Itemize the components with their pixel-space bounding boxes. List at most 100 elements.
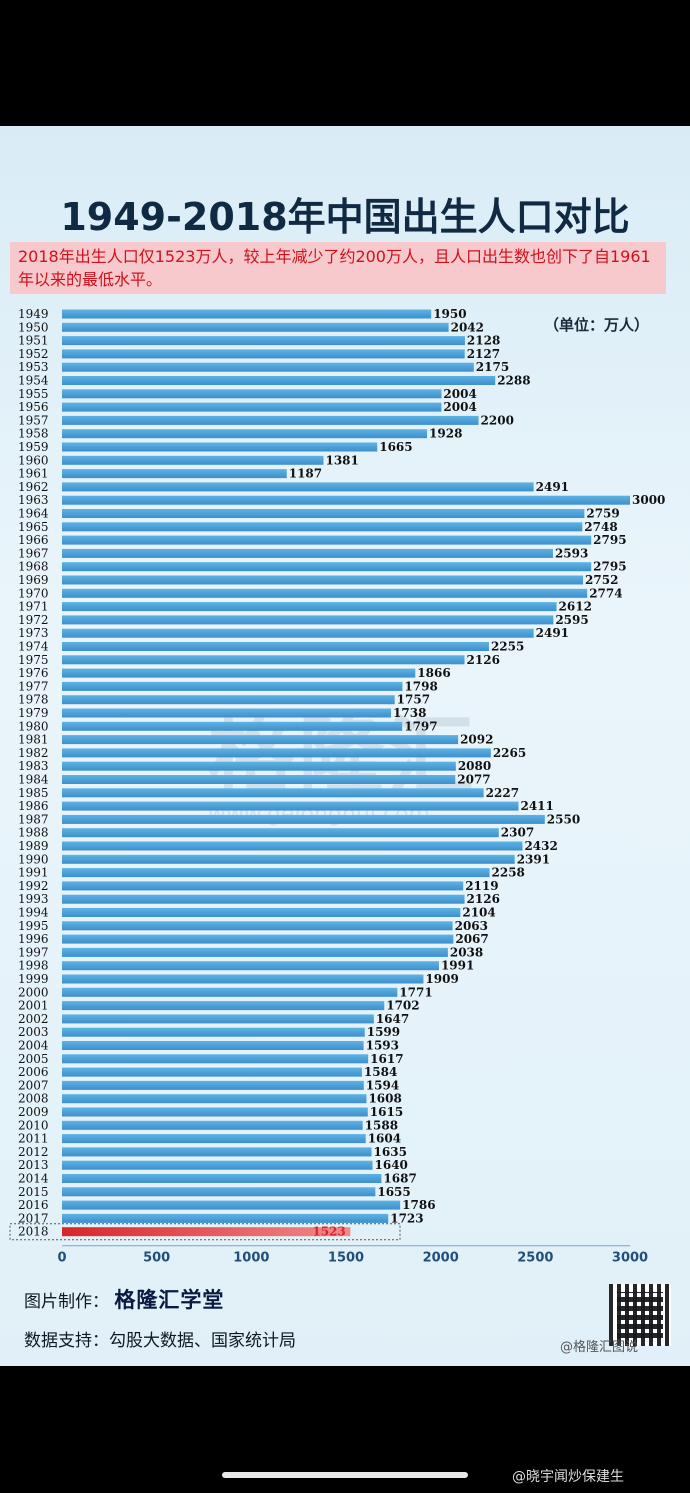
bar-1963 — [62, 495, 630, 505]
year-label-2010: 2010 — [18, 1118, 49, 1132]
bar-2001 — [62, 1001, 385, 1011]
value-label-2018: 1523 — [312, 1225, 345, 1239]
year-label-1960: 1960 — [18, 453, 49, 467]
brand-logo: 格隆汇学堂 — [114, 1288, 225, 1312]
year-label-1955: 1955 — [18, 387, 49, 401]
value-label-1957: 2200 — [481, 413, 514, 427]
value-label-1982: 2265 — [493, 746, 526, 760]
value-label-1954: 2288 — [497, 374, 530, 388]
value-label-1967: 2593 — [555, 546, 588, 560]
year-label-2012: 2012 — [18, 1145, 49, 1159]
year-label-1985: 1985 — [18, 786, 49, 800]
value-label-2015: 1655 — [377, 1185, 410, 1199]
year-label-1997: 1997 — [18, 945, 49, 959]
year-label-1967: 1967 — [18, 546, 49, 560]
bar-1967 — [62, 548, 553, 558]
value-label-1990: 2391 — [517, 852, 550, 866]
weibo-watermark: @晓宇闻炒保建生 — [512, 1469, 624, 1485]
value-label-2005: 1617 — [370, 1052, 403, 1066]
value-label-2003: 1599 — [367, 1025, 400, 1039]
value-label-1974: 2255 — [491, 640, 524, 654]
year-label-1958: 1958 — [18, 427, 49, 441]
year-label-1968: 1968 — [18, 560, 49, 574]
year-label-1979: 1979 — [18, 706, 49, 720]
bar-1994 — [62, 908, 461, 917]
year-label-1982: 1982 — [18, 746, 49, 760]
value-label-1992: 2119 — [465, 879, 498, 893]
credit-maker: 图片制作： 格隆汇学堂 — [24, 1284, 224, 1314]
bar-2000 — [62, 987, 398, 997]
bar-2011 — [62, 1134, 366, 1144]
bar-1972 — [62, 615, 554, 625]
year-label-1966: 1966 — [18, 533, 49, 547]
value-label-1971: 2612 — [559, 600, 592, 614]
bar-1998 — [62, 961, 439, 971]
bar-2007 — [62, 1080, 364, 1090]
highlight-box-2018 — [9, 1223, 401, 1241]
bar-2008 — [62, 1094, 367, 1104]
year-label-1952: 1952 — [18, 347, 49, 361]
year-label-2014: 2014 — [18, 1172, 49, 1186]
value-label-1951: 2128 — [467, 334, 500, 348]
x-tick-1000: 1000 — [233, 1251, 269, 1266]
value-label-1983: 2080 — [458, 759, 491, 773]
qr-code[interactable] — [609, 1284, 671, 1346]
year-label-1993: 1993 — [18, 892, 49, 906]
year-label-1991: 1991 — [18, 866, 49, 880]
year-label-1964: 1964 — [18, 507, 49, 521]
year-label-1987: 1987 — [18, 812, 49, 826]
value-label-1989: 2432 — [524, 839, 557, 853]
value-label-1962: 2491 — [536, 480, 569, 494]
value-label-1976: 1866 — [417, 666, 450, 680]
year-label-2018: 2018 — [18, 1225, 49, 1239]
bars-layer — [9, 309, 630, 1241]
value-label-1991: 2258 — [492, 866, 525, 880]
year-label-2005: 2005 — [18, 1052, 49, 1066]
infographic-card: 1949-2018年中国出生人口对比 2018年出生人口仅1523万人，较上年减… — [0, 126, 690, 1366]
bar-1964 — [62, 509, 585, 518]
year-label-2015: 2015 — [18, 1185, 49, 1199]
year-label-2017: 2017 — [18, 1211, 49, 1225]
value-label-1959: 1665 — [379, 440, 412, 454]
chart-title: 1949-2018年中国出生人口对比 — [60, 195, 630, 239]
value-label-2014: 1687 — [383, 1172, 416, 1186]
value-label-1952: 2127 — [467, 347, 500, 361]
bar-1993 — [62, 894, 465, 904]
year-label-1969: 1969 — [18, 573, 49, 587]
year-label-1957: 1957 — [18, 413, 49, 427]
value-label-1956: 2004 — [443, 400, 476, 414]
bar-1958 — [62, 429, 428, 439]
x-axis: 0 500 1000 1500 2000 2500 3000 — [57, 1245, 648, 1266]
value-label-2000: 1771 — [399, 985, 432, 999]
year-label-2008: 2008 — [18, 1092, 49, 1106]
value-label-1968: 2795 — [593, 560, 626, 574]
bar-1987 — [62, 814, 545, 824]
x-tick-0: 0 — [57, 1251, 66, 1266]
value-label-1979: 1738 — [393, 706, 426, 720]
home-indicator[interactable] — [222, 1472, 468, 1478]
bar-1952 — [62, 349, 465, 359]
value-label-2006: 1584 — [364, 1065, 397, 1079]
year-label-1953: 1953 — [18, 360, 49, 374]
value-label-1963: 3000 — [632, 493, 665, 507]
bar-1971 — [62, 602, 557, 612]
bar-1961 — [62, 469, 287, 479]
value-label-2001: 1702 — [386, 999, 419, 1013]
year-label-1978: 1978 — [18, 693, 49, 707]
value-label-1994: 2104 — [462, 906, 495, 920]
year-label-1965: 1965 — [18, 520, 49, 534]
year-label-1995: 1995 — [18, 919, 49, 933]
bar-1983 — [62, 761, 456, 771]
year-label-1971: 1971 — [18, 600, 49, 614]
year-label-1980: 1980 — [18, 719, 49, 733]
bar-2002 — [62, 1014, 374, 1024]
year-label-1990: 1990 — [18, 852, 49, 866]
bar-1995 — [62, 921, 453, 931]
value-label-2017: 1723 — [390, 1211, 423, 1225]
value-label-1977: 1798 — [404, 679, 437, 693]
year-label-1950: 1950 — [18, 320, 49, 334]
credit-maker-label: 图片制作： — [24, 1292, 109, 1312]
year-label-2013: 2013 — [18, 1158, 49, 1172]
value-label-1998: 1991 — [441, 959, 474, 973]
value-label-2004: 1593 — [366, 1039, 399, 1053]
